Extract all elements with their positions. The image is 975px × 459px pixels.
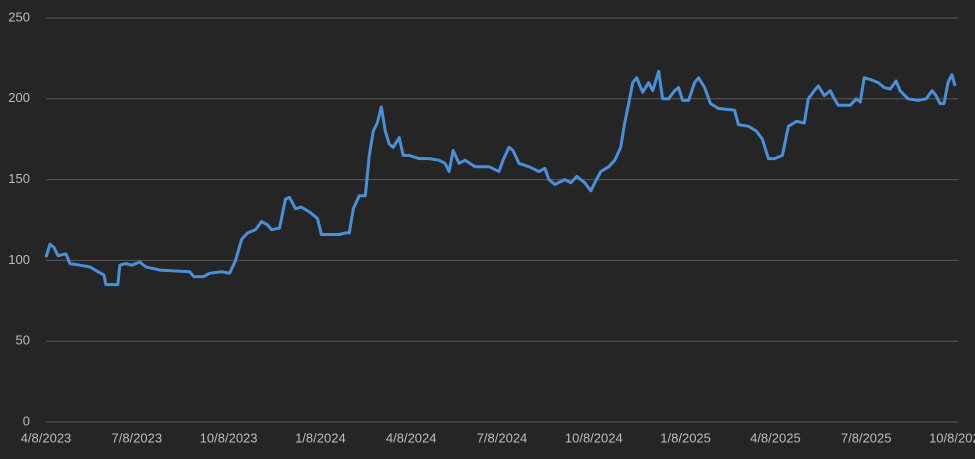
x-tick-label: 10/8/2024 <box>565 430 623 445</box>
y-tick-label: 250 <box>8 9 30 24</box>
x-tick-label: 7/8/2023 <box>111 430 162 445</box>
x-tick-label: 1/8/2025 <box>660 430 711 445</box>
y-tick-label: 200 <box>8 90 30 105</box>
x-tick-label: 4/8/2025 <box>750 430 801 445</box>
x-tick-label: 4/8/2023 <box>21 430 72 445</box>
x-tick-label: 4/8/2024 <box>386 430 437 445</box>
x-tick-label: 10/8/2023 <box>200 430 258 445</box>
x-tick-label: 7/8/2025 <box>841 430 892 445</box>
x-tick-label: 1/8/2024 <box>295 430 346 445</box>
data-line <box>44 69 957 287</box>
y-tick-label: 150 <box>8 171 30 186</box>
y-tick-label: 50 <box>16 333 30 348</box>
y-tick-label: 0 <box>23 413 30 428</box>
x-tick-label: 10/8/2025 <box>929 430 975 445</box>
y-tick-label: 100 <box>8 252 30 267</box>
x-tick-label: 7/8/2024 <box>477 430 528 445</box>
